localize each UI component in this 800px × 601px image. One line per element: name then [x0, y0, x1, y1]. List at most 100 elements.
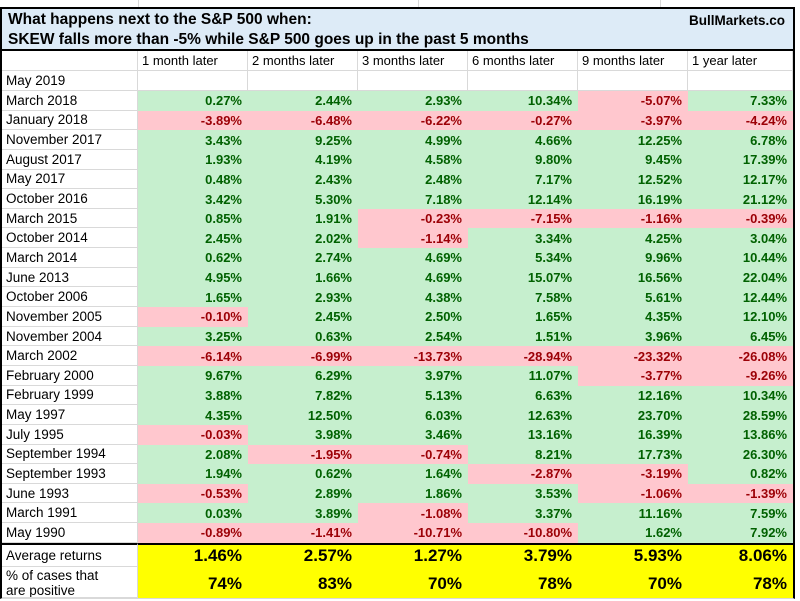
row-label: February 2000 — [2, 365, 138, 386]
return-cell: 0.27% — [138, 91, 248, 111]
return-cell: 3.88% — [138, 385, 248, 406]
row-label: June 1993 — [2, 483, 138, 504]
return-cell: 2.08% — [138, 444, 248, 465]
return-cell-empty — [468, 71, 578, 91]
return-cell: -0.10% — [138, 307, 248, 327]
return-cell: -6.14% — [138, 346, 248, 366]
return-cell: 0.62% — [248, 464, 358, 484]
return-cell: -3.19% — [578, 464, 688, 484]
return-cell: 7.17% — [468, 169, 578, 190]
return-cell: 3.53% — [468, 483, 578, 504]
return-cell: 28.59% — [688, 405, 793, 425]
return-cell: -0.39% — [688, 208, 793, 229]
row-label: January 2018 — [2, 110, 138, 131]
return-cell: 4.95% — [138, 267, 248, 288]
return-cell-empty — [688, 71, 793, 91]
return-cell: 4.19% — [248, 149, 358, 170]
return-cell-empty — [578, 71, 688, 91]
row-label: November 2005 — [2, 307, 138, 327]
column-header: 2 months later — [248, 51, 358, 71]
row-label: November 2017 — [2, 130, 138, 150]
return-cell: 9.67% — [138, 365, 248, 386]
return-cell: 4.35% — [138, 405, 248, 425]
return-cell: 8.21% — [468, 444, 578, 465]
return-cell: -9.26% — [688, 365, 793, 386]
return-cell-empty — [248, 71, 358, 91]
return-cell: 0.62% — [138, 248, 248, 268]
row-label: May 1997 — [2, 405, 138, 425]
return-cell: 5.30% — [248, 189, 358, 209]
average-return-cell: 2.57% — [248, 542, 358, 567]
return-cell: -2.87% — [468, 464, 578, 484]
return-cell: 12.17% — [688, 169, 793, 190]
return-cell: -1.16% — [578, 208, 688, 229]
return-cell: 0.48% — [138, 169, 248, 190]
return-cell: 15.07% — [468, 267, 578, 288]
returns-table: 1 month later 2 months later 3 months late… — [0, 51, 795, 599]
row-label: May 1990 — [2, 523, 138, 543]
return-cell: 10.34% — [468, 91, 578, 111]
return-cell: 0.03% — [138, 503, 248, 524]
return-cell: 17.39% — [688, 149, 793, 170]
return-cell: 11.07% — [468, 365, 578, 386]
return-cell: 5.34% — [468, 248, 578, 268]
return-cell-empty — [138, 71, 248, 91]
return-cell: 12.25% — [578, 130, 688, 150]
row-label: March 1991 — [2, 503, 138, 524]
average-return-cell: 1.27% — [358, 542, 468, 567]
row-label: July 1995 — [2, 424, 138, 445]
average-returns-label: Average returns — [2, 542, 138, 567]
return-cell: -0.74% — [358, 444, 468, 465]
return-cell: 1.93% — [138, 149, 248, 170]
row-label: October 2016 — [2, 189, 138, 209]
percent-positive-cell: 74% — [138, 566, 248, 598]
return-cell: 6.29% — [248, 365, 358, 386]
return-cell: -1.06% — [578, 483, 688, 504]
return-cell: 1.66% — [248, 267, 358, 288]
return-cell: 1.65% — [138, 287, 248, 308]
return-cell: -0.27% — [468, 110, 578, 131]
return-cell: 0.85% — [138, 208, 248, 229]
return-cell: 7.92% — [688, 523, 793, 543]
column-header: 9 months later — [578, 51, 688, 71]
average-return-cell: 8.06% — [688, 542, 793, 567]
return-cell: 4.38% — [358, 287, 468, 308]
return-cell: 1.62% — [578, 523, 688, 543]
return-cell: 3.96% — [578, 326, 688, 347]
return-cell: 3.98% — [248, 424, 358, 445]
return-cell: 10.34% — [688, 385, 793, 406]
return-cell: 3.89% — [248, 503, 358, 524]
gridline — [138, 0, 139, 7]
return-cell: 13.16% — [468, 424, 578, 445]
return-cell: 9.45% — [578, 149, 688, 170]
return-cell: -3.89% — [138, 110, 248, 131]
return-cell: 22.04% — [688, 267, 793, 288]
average-return-cell: 3.79% — [468, 542, 578, 567]
return-cell: 7.82% — [248, 385, 358, 406]
average-return-cell: 5.93% — [578, 542, 688, 567]
return-cell: 9.25% — [248, 130, 358, 150]
return-cell: 2.93% — [248, 287, 358, 308]
title-banner: What happens next to the S&P 500 when: S… — [0, 7, 795, 51]
return-cell: 16.19% — [578, 189, 688, 209]
return-cell: -1.95% — [248, 444, 358, 465]
row-label: June 2013 — [2, 267, 138, 288]
return-cell: -3.77% — [578, 365, 688, 386]
return-cell: 1.91% — [248, 208, 358, 229]
return-cell: 16.39% — [578, 424, 688, 445]
return-cell: 6.63% — [468, 385, 578, 406]
return-cell: 6.45% — [688, 326, 793, 347]
return-cell: -0.89% — [138, 523, 248, 543]
return-cell: -5.07% — [578, 91, 688, 111]
return-cell: -0.53% — [138, 483, 248, 504]
row-label: October 2014 — [2, 228, 138, 249]
row-label: May 2017 — [2, 169, 138, 190]
return-cell: -26.08% — [688, 346, 793, 366]
return-cell: -1.08% — [358, 503, 468, 524]
return-cell: -3.97% — [578, 110, 688, 131]
row-label: February 1999 — [2, 385, 138, 406]
return-cell: 3.42% — [138, 189, 248, 209]
row-label: August 2017 — [2, 149, 138, 170]
return-cell: 5.61% — [578, 287, 688, 308]
return-cell: 4.35% — [578, 307, 688, 327]
